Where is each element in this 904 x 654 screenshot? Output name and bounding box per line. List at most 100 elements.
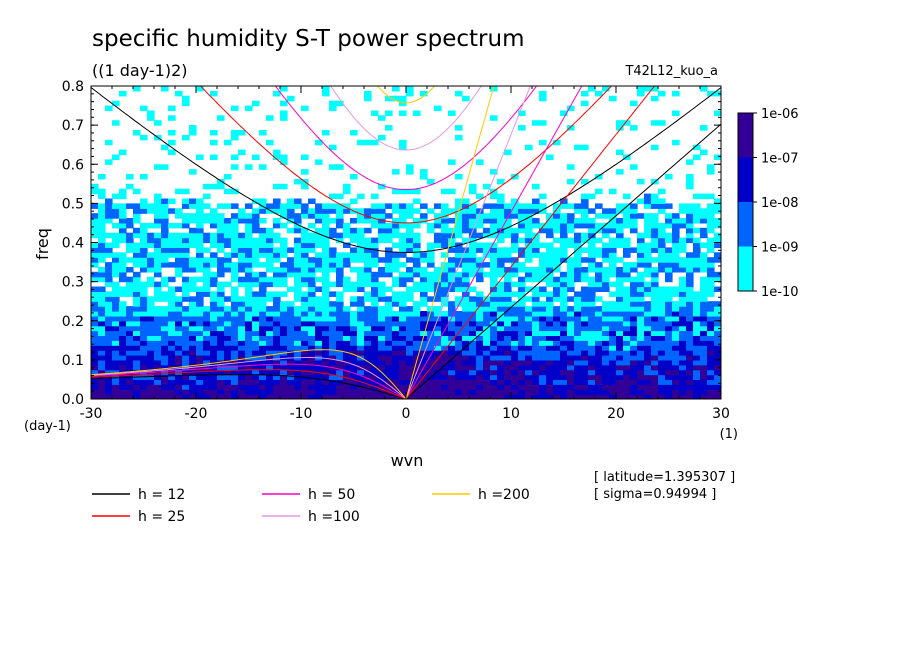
- heatmap-cell: [518, 203, 526, 209]
- heatmap-cell: [392, 311, 400, 317]
- heatmap-cell: [504, 389, 512, 395]
- heatmap-cell: [175, 345, 183, 351]
- heatmap-cell: [105, 355, 113, 361]
- heatmap-cell: [406, 208, 414, 214]
- heatmap-cell: [700, 335, 708, 341]
- heatmap-cell: [287, 374, 295, 380]
- heatmap-cell: [511, 369, 519, 376]
- heatmap-cell: [217, 237, 225, 244]
- heatmap-cell: [406, 222, 414, 229]
- heatmap-cell: [665, 364, 673, 371]
- heatmap-cell: [462, 311, 470, 317]
- heatmap-cell: [287, 325, 295, 332]
- heatmap-cell: [196, 335, 204, 341]
- heatmap-cell: [252, 276, 260, 283]
- heatmap-cell: [196, 218, 204, 224]
- heatmap-cell: [588, 218, 596, 224]
- heatmap-cell: [672, 330, 680, 336]
- heatmap-cell: [602, 320, 610, 327]
- heatmap-cell: [434, 286, 442, 292]
- heatmap-cell: [322, 257, 330, 263]
- heatmap-cell: [420, 340, 428, 346]
- heatmap-cell: [252, 198, 260, 204]
- heatmap-cell: [371, 311, 379, 317]
- heatmap-cell: [357, 359, 365, 366]
- heatmap-cell: [322, 208, 330, 214]
- heatmap-cell: [98, 174, 106, 180]
- heatmap-cell: [707, 276, 715, 283]
- heatmap-cell: [504, 252, 512, 258]
- heatmap-cell: [322, 291, 330, 297]
- heatmap-cell: [406, 232, 414, 239]
- heatmap-cell: [483, 384, 491, 390]
- heatmap-cell: [427, 320, 435, 327]
- heatmap-cell: [252, 247, 260, 253]
- heatmap-cell: [588, 315, 596, 322]
- heatmap-cell: [210, 355, 218, 361]
- heatmap-cell: [210, 315, 218, 322]
- heatmap-cell: [490, 345, 498, 351]
- heatmap-cell: [567, 359, 575, 366]
- heatmap-cell: [553, 139, 561, 146]
- heatmap-cell: [644, 222, 652, 229]
- heatmap-cell: [567, 350, 575, 356]
- heatmap-cell: [714, 335, 721, 341]
- heatmap-cell: [252, 345, 260, 351]
- heatmap-cell: [308, 350, 316, 356]
- x-tick-label: 30: [712, 406, 730, 422]
- heatmap-cell: [686, 369, 694, 376]
- heatmap-cell: [231, 164, 239, 170]
- heatmap-cell: [98, 222, 106, 229]
- heatmap-cell: [448, 330, 456, 336]
- heatmap-cell: [700, 379, 708, 385]
- heatmap-cell: [350, 296, 358, 302]
- heatmap-cell: [301, 252, 309, 258]
- heatmap-cell: [217, 232, 225, 239]
- heatmap-cell: [266, 374, 274, 380]
- heatmap-cell: [546, 232, 554, 239]
- heatmap-cell: [546, 271, 554, 278]
- heatmap-cell: [448, 218, 456, 224]
- heatmap-cell: [490, 276, 498, 283]
- heatmap-cell: [294, 311, 302, 317]
- heatmap-cell: [182, 218, 190, 224]
- heatmap-cell: [357, 306, 365, 312]
- heatmap-cell: [560, 311, 568, 317]
- heatmap-cell: [406, 286, 414, 292]
- heatmap-cell: [182, 394, 190, 399]
- heatmap-cell: [357, 325, 365, 332]
- heatmap-cell: [588, 394, 596, 399]
- heatmap-cell: [105, 369, 113, 376]
- heatmap-cell: [259, 208, 267, 214]
- heatmap-cell: [259, 242, 267, 248]
- heatmap-cell: [616, 286, 624, 292]
- heatmap-cell: [497, 271, 505, 278]
- heatmap-cell: [196, 355, 204, 361]
- heatmap-cell: [700, 252, 708, 258]
- heatmap-cell: [119, 315, 127, 322]
- heatmap-cell: [602, 271, 610, 278]
- heatmap-cell: [560, 330, 568, 336]
- heatmap-cell: [203, 335, 211, 341]
- heatmap-cell: [154, 218, 162, 224]
- heatmap-cell: [322, 320, 330, 327]
- heatmap-cell: [665, 232, 673, 239]
- heatmap-cell: [616, 222, 624, 229]
- heatmap-cell: [210, 306, 218, 312]
- heatmap-cell: [490, 271, 498, 278]
- heatmap-cell: [581, 320, 589, 327]
- heatmap-cell: [91, 242, 99, 248]
- heatmap-cell: [371, 242, 379, 248]
- heatmap-cell: [679, 247, 687, 253]
- heatmap-cell: [476, 384, 484, 390]
- heatmap-cell: [140, 384, 148, 390]
- heatmap-cell: [707, 218, 715, 224]
- heatmap-cell: [147, 335, 155, 341]
- heatmap-cell: [700, 355, 708, 361]
- heatmap-cell: [630, 389, 638, 395]
- heatmap-cell: [126, 222, 134, 229]
- heatmap-cell: [280, 379, 288, 385]
- heatmap-cell: [280, 154, 288, 160]
- heatmap-cell: [175, 267, 183, 273]
- heatmap-cell: [644, 374, 652, 380]
